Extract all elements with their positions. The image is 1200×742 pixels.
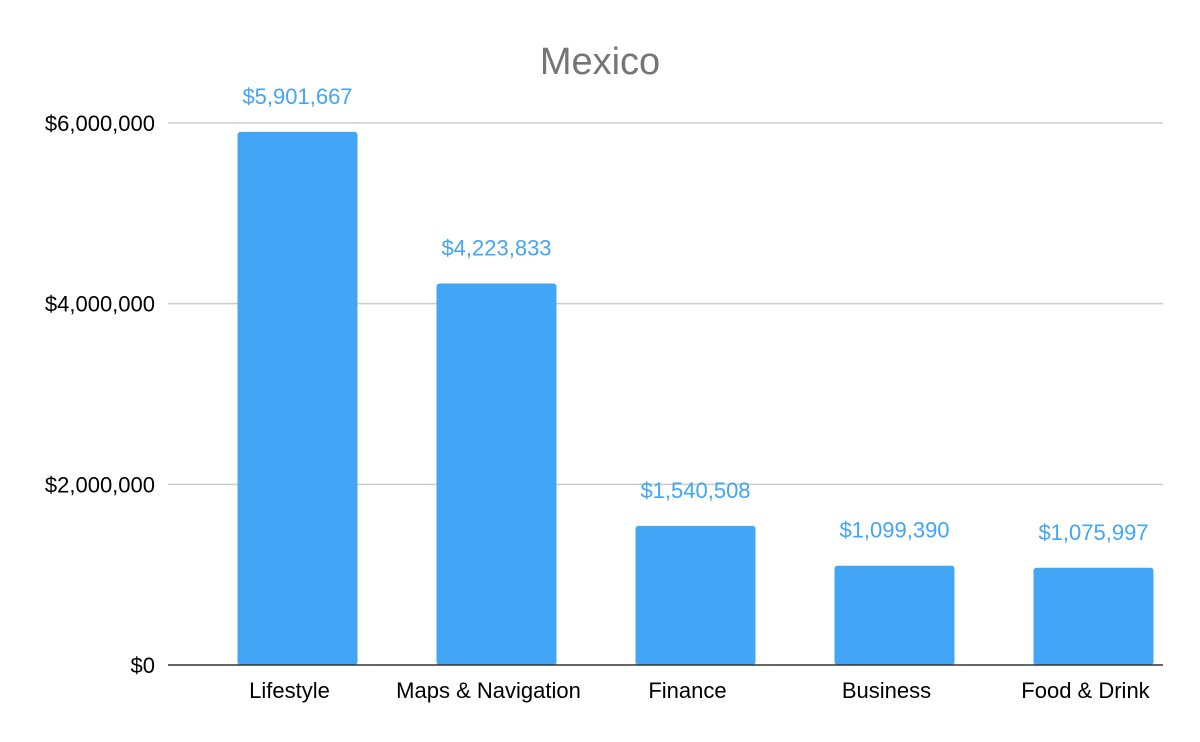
- y-axis-tick-labels: $0 $2,000,000 $4,000,000 $6,000,000: [45, 111, 155, 678]
- bar: [436, 283, 557, 665]
- chart-title: Mexico: [540, 41, 660, 83]
- x-tick-label: Food & Drink: [1021, 678, 1150, 703]
- data-label: $1,540,508: [640, 478, 750, 503]
- y-tick-label: $6,000,000: [45, 111, 155, 136]
- x-tick-label: Finance: [648, 678, 726, 703]
- data-labels: $5,901,667 $4,223,833 $1,540,508 $1,099,390…: [242, 84, 1148, 545]
- x-tick-label: Business: [842, 678, 931, 703]
- data-label: $1,075,997: [1038, 520, 1148, 545]
- bar: [635, 525, 756, 665]
- x-tick-label: Maps & Navigation: [396, 678, 581, 703]
- bar: [1033, 567, 1154, 665]
- x-tick-label: Lifestyle: [249, 678, 330, 703]
- y-tick-label: $2,000,000: [45, 472, 155, 497]
- bar: [237, 131, 358, 665]
- data-label: $5,901,667: [242, 84, 352, 109]
- bars: [237, 131, 1154, 665]
- data-label: $4,223,833: [441, 235, 551, 260]
- data-label: $1,099,390: [839, 518, 949, 543]
- y-tick-label: $0: [131, 653, 155, 678]
- bar: [834, 565, 955, 665]
- y-tick-label: $4,000,000: [45, 292, 155, 317]
- x-axis-tick-labels: Lifestyle Maps & Navigation Finance Busines…: [249, 678, 1151, 703]
